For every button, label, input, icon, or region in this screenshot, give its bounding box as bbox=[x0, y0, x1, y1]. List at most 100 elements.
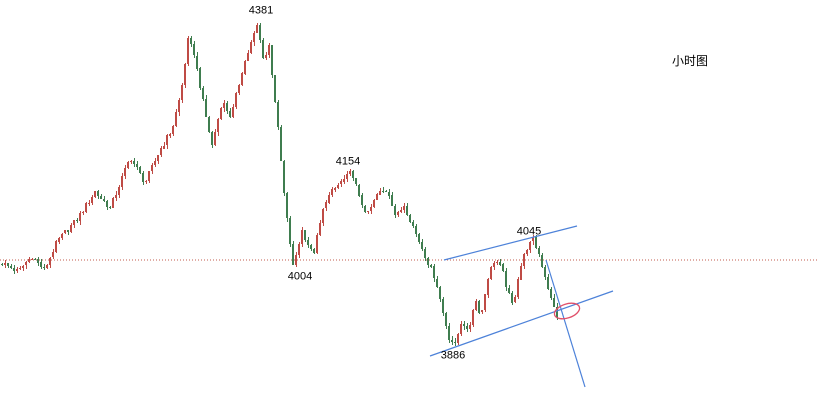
candle-body bbox=[244, 61, 246, 74]
candle-body bbox=[16, 269, 18, 271]
candle-body bbox=[460, 324, 462, 334]
candle-body bbox=[124, 168, 126, 176]
candle-body bbox=[7, 263, 9, 266]
candle-body bbox=[1, 264, 3, 265]
candle-body bbox=[220, 108, 222, 119]
candle-body bbox=[343, 179, 345, 182]
candle-body bbox=[556, 307, 558, 318]
candle-body bbox=[451, 340, 453, 342]
candle-body bbox=[256, 25, 258, 33]
candle-body bbox=[133, 161, 135, 164]
candle-body bbox=[85, 203, 87, 212]
candle-body bbox=[142, 173, 144, 182]
candle-body bbox=[373, 200, 375, 207]
candle-body bbox=[223, 103, 225, 108]
candle-body bbox=[493, 263, 495, 267]
candle-body bbox=[550, 289, 552, 298]
candle-body bbox=[505, 271, 507, 287]
candle-body bbox=[295, 255, 297, 265]
price-label-4045: 4045 bbox=[516, 225, 542, 238]
candle-body bbox=[304, 230, 306, 240]
candle-body bbox=[292, 244, 294, 265]
candle-body bbox=[259, 25, 261, 40]
candle-body bbox=[403, 206, 405, 210]
candle-body bbox=[286, 193, 288, 218]
candle-body bbox=[277, 102, 279, 127]
candle-body bbox=[397, 212, 399, 215]
candle-body bbox=[61, 234, 63, 238]
candle-body bbox=[478, 301, 480, 313]
candle-body bbox=[394, 206, 396, 215]
candle-body bbox=[265, 55, 267, 58]
candle-body bbox=[118, 187, 120, 195]
candle-body bbox=[406, 206, 408, 215]
candle-body bbox=[55, 241, 57, 252]
candle-body bbox=[70, 225, 72, 232]
candle-body bbox=[523, 254, 525, 266]
candle-body bbox=[502, 264, 504, 271]
candle-body bbox=[103, 199, 105, 201]
candle-body bbox=[175, 112, 177, 126]
candle-body bbox=[91, 197, 93, 203]
candle-body bbox=[355, 178, 357, 184]
candle-body bbox=[271, 45, 273, 75]
candle-body bbox=[19, 268, 21, 269]
candle-body bbox=[250, 42, 252, 53]
candle-body bbox=[367, 211, 369, 212]
candle-body bbox=[370, 207, 372, 211]
candle-body bbox=[475, 301, 477, 310]
candle-body bbox=[58, 238, 60, 242]
candle-body bbox=[487, 279, 489, 295]
candle-body bbox=[208, 117, 210, 132]
candle-body bbox=[364, 206, 366, 212]
candle-body bbox=[145, 181, 147, 182]
candle-body bbox=[97, 191, 99, 196]
highlight-ellipse[interactable] bbox=[552, 300, 581, 321]
candle-body bbox=[358, 185, 360, 196]
channel-lower-line[interactable] bbox=[429, 290, 614, 357]
channel-upper-line[interactable] bbox=[443, 225, 578, 261]
candle-body bbox=[385, 191, 387, 192]
candle-body bbox=[190, 38, 192, 44]
candle-body bbox=[412, 222, 414, 226]
candle-body bbox=[106, 201, 108, 207]
candle-body bbox=[454, 342, 456, 343]
candle-body bbox=[136, 164, 138, 167]
candle-body bbox=[316, 235, 318, 253]
candle-body bbox=[436, 279, 438, 287]
candle-body bbox=[28, 259, 30, 262]
candle-body bbox=[4, 263, 6, 265]
candle-body bbox=[274, 75, 276, 102]
candle-body bbox=[418, 234, 420, 242]
candle-body bbox=[202, 88, 204, 99]
candle-body bbox=[376, 194, 378, 200]
candle-body bbox=[430, 265, 432, 267]
candle-body bbox=[40, 262, 42, 267]
candle-body bbox=[166, 135, 168, 145]
candle-body bbox=[214, 132, 216, 145]
candle-body bbox=[13, 268, 15, 271]
candle-body bbox=[235, 93, 237, 107]
candle-body bbox=[64, 230, 66, 233]
candle-body bbox=[520, 266, 522, 280]
candle-body bbox=[283, 161, 285, 193]
candle-body bbox=[169, 134, 171, 136]
candle-body bbox=[268, 45, 270, 55]
candle-body bbox=[313, 249, 315, 253]
candle-body bbox=[484, 294, 486, 310]
candle-body bbox=[178, 100, 180, 112]
candle-body bbox=[481, 310, 483, 312]
candle-body bbox=[160, 148, 162, 155]
candle-body bbox=[532, 237, 534, 241]
candle-body bbox=[46, 265, 48, 268]
candle-body bbox=[535, 237, 537, 248]
price-label-4381: 4381 bbox=[248, 4, 274, 17]
candle-body bbox=[79, 213, 81, 221]
candle-wick bbox=[383, 187, 384, 193]
candle-body bbox=[361, 195, 363, 205]
candle-body bbox=[112, 198, 114, 208]
candle-body bbox=[181, 85, 183, 100]
breakdown-line[interactable] bbox=[545, 259, 586, 388]
candle-body bbox=[307, 240, 309, 245]
